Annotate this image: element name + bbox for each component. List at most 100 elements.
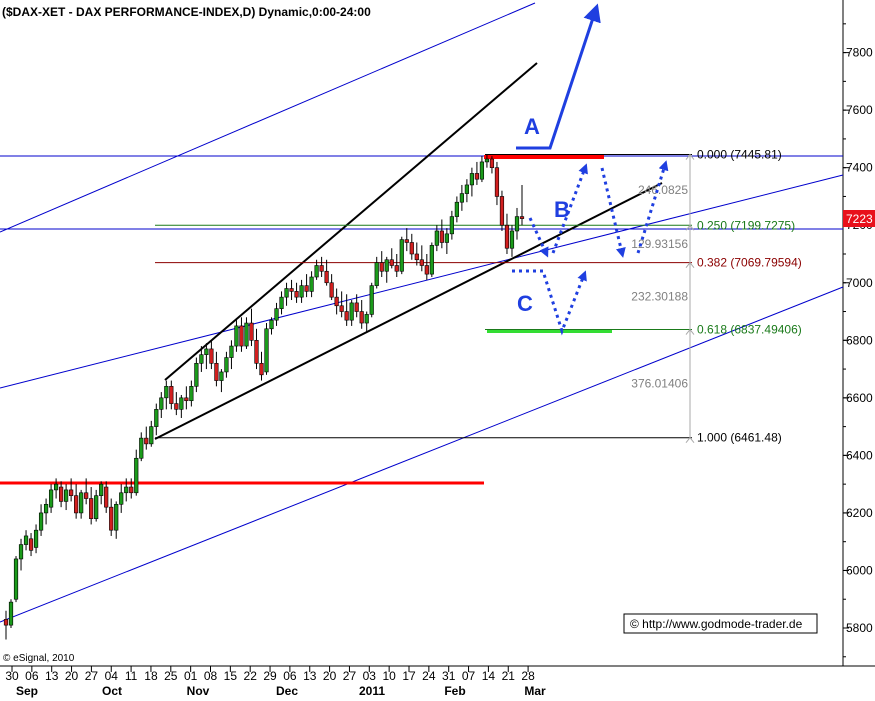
candle-body	[514, 216, 520, 232]
candle-body	[94, 495, 99, 519]
fib-arrow-tip	[685, 328, 695, 335]
candle-body	[214, 363, 219, 381]
x-day-label: 11	[125, 669, 138, 683]
x-day-label: 21	[502, 669, 516, 683]
y-tick-label: 6400	[846, 448, 873, 462]
candle-body	[84, 492, 89, 499]
candle-body	[159, 397, 164, 410]
candle-body	[269, 319, 274, 330]
x-day-label: 20	[323, 669, 337, 683]
wave-b-up-arrow-2	[636, 160, 669, 254]
candle-body	[384, 259, 389, 272]
x-day-label: 14	[482, 669, 496, 683]
y-tick-label: 6800	[846, 333, 873, 347]
candle-body	[369, 285, 374, 315]
candle-body	[3, 619, 9, 626]
candle-body	[184, 397, 189, 402]
candle-body	[439, 230, 444, 243]
x-day-label: 13	[45, 669, 59, 683]
x-day-label: 17	[402, 669, 416, 683]
fib-level-label: 0.382 (7069.79594)	[697, 256, 802, 270]
candle-body	[104, 486, 109, 508]
candle-body	[129, 486, 134, 494]
candle-body	[474, 173, 480, 180]
candle-body	[279, 296, 284, 309]
x-day-label: 13	[303, 669, 317, 683]
channel-middle-line	[0, 174, 844, 389]
fib-level-label: 1.000 (6461.48)	[697, 431, 782, 445]
candle-body	[364, 314, 369, 324]
candle-body	[174, 403, 179, 410]
candle-body	[424, 265, 429, 275]
candle-body	[164, 386, 169, 399]
candle-body	[504, 224, 510, 249]
candle-body	[189, 386, 194, 402]
copyright-frame	[623, 613, 818, 634]
chart-title: ($DAX-XET - DAX PERFORMANCE-INDEX,D) Dyn…	[2, 5, 371, 19]
candle-body	[154, 409, 159, 427]
candle-body	[289, 288, 294, 292]
wave-c-label: C	[517, 291, 533, 316]
candle-body	[224, 357, 229, 373]
x-day-label: 27	[85, 669, 99, 683]
candle-body	[349, 302, 354, 321]
candle-body	[454, 201, 459, 217]
x-day-label: 06	[283, 669, 297, 683]
candle-body	[53, 483, 59, 491]
candle-body	[374, 262, 379, 286]
source-label: © eSignal, 2010	[3, 653, 75, 664]
candle-body	[409, 242, 414, 255]
x-month-label: Feb	[444, 684, 465, 698]
x-month-label: Dec	[276, 684, 298, 698]
x-day-label: 24	[422, 669, 436, 683]
last-price-tag: 7223	[843, 210, 875, 227]
fib-distance-label: 232.30188	[631, 289, 688, 303]
candle-body	[139, 437, 144, 459]
candlesticks	[3, 154, 525, 640]
candle-body	[434, 230, 439, 246]
candle-body	[274, 308, 279, 321]
candle-body	[489, 158, 495, 168]
price-tag-background	[843, 210, 875, 227]
x-day-label: 07	[462, 669, 476, 683]
candle-body	[239, 325, 244, 347]
candle-body	[179, 397, 184, 410]
candle-body	[249, 322, 254, 341]
x-day-label: 31	[442, 669, 456, 683]
fib-level-label: 0.618 (6837.49406)	[697, 323, 802, 337]
wave-b-down-arrow-2	[600, 167, 626, 258]
fib-arrow-tip	[685, 436, 695, 444]
wave-b-label: B	[554, 197, 570, 222]
candle-body	[319, 265, 324, 272]
candle-body	[89, 498, 94, 519]
candle-body	[284, 288, 289, 298]
candle-body	[64, 489, 69, 502]
copyright-text: © http://www.godmode-trader.de	[630, 617, 803, 631]
candle-body	[264, 328, 269, 373]
candle-body	[359, 311, 364, 324]
candle-body	[479, 161, 485, 180]
wave-arrows: A B C	[512, 3, 669, 336]
candle-body	[79, 492, 84, 514]
candle-body	[324, 270, 329, 284]
x-month-label: Oct	[102, 684, 122, 698]
candle-body	[69, 489, 74, 496]
candle-body	[389, 259, 394, 266]
wedge-upper-line	[164, 62, 538, 381]
x-axis-ticks: 30 06 13 20 27 04 11 18 25 01 08 15 22 29 06 13 20 27 03 10…	[5, 666, 546, 698]
candle-body	[484, 158, 490, 163]
candle-body	[43, 503, 49, 514]
candle-body	[459, 193, 464, 203]
candle-body	[304, 285, 309, 292]
candle-body	[444, 233, 449, 243]
x-day-label: 20	[65, 669, 79, 683]
candle-body	[469, 173, 475, 186]
fib-level-label: 0.250 (7199.7275)	[697, 218, 795, 232]
x-day-label: 25	[164, 669, 178, 683]
x-day-label: 03	[363, 669, 377, 683]
wave-b-up-arrow	[551, 163, 588, 254]
y-axis-ticks: 5800600062006400660068007000720074007600…	[843, 23, 873, 658]
channel-upper-line	[0, 2, 536, 233]
y-tick-label: 7400	[846, 161, 873, 175]
